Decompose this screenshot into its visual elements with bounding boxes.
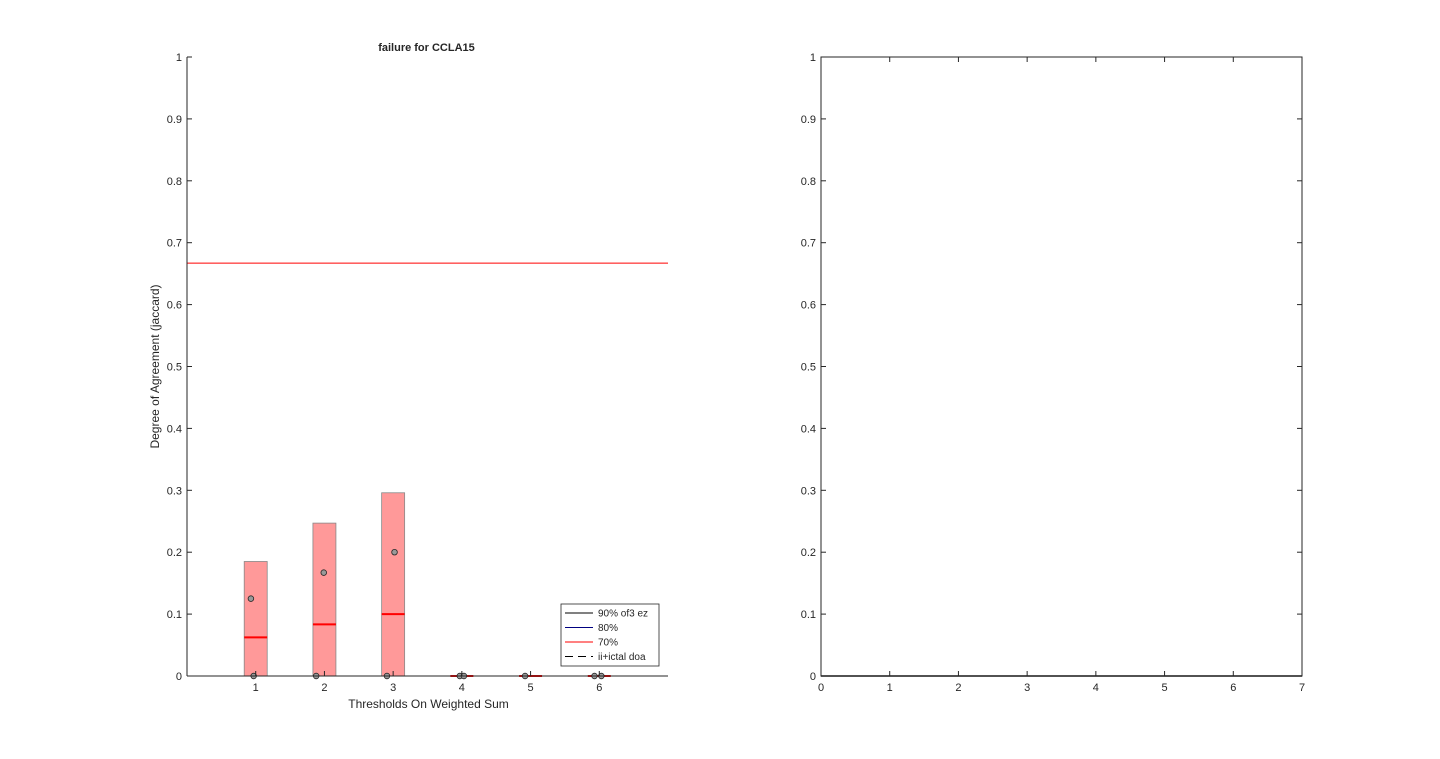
y-tick-label: 0.2 [167,547,182,559]
y-tick-label: 0.4 [801,423,816,435]
x-tick-label: 7 [1299,682,1305,694]
box [243,561,268,677]
x-axis-label: Thresholds On Weighted Sum [348,697,509,711]
x-tick-label: 2 [955,682,961,694]
y-tick-label: 0.5 [801,362,816,374]
legend-label: 90% of3 ez [598,609,648,620]
y-tick-label: 0 [176,671,182,683]
y-tick-label: 0.1 [167,609,182,621]
y-tick-label: 0.7 [801,238,816,250]
data-point [391,549,398,556]
x-tick-label: 6 [1230,682,1236,694]
x-tick-label: 3 [390,682,396,694]
y-axis-label: Degree of Agreement (jaccard) [148,284,162,448]
axes-box [820,56,1303,677]
y-tick-label: 0.5 [167,362,182,374]
x-tick-label: 0 [818,682,824,694]
x-tick-label: 6 [596,682,602,694]
y-tick-label: 0.6 [801,300,816,312]
y-tick-label: 0.9 [167,114,182,126]
y-tick-label: 0.2 [801,547,816,559]
x-tick-label: 3 [1024,682,1030,694]
left-chart: 0 0.1 0.2 0.3 0.4 0.5 0.6 0.7 0.8 0.9 1 1 2 3 4 5 6 failu… [148,42,668,711]
legend-label: ii+ictal doa [598,652,646,663]
x-tick-label: 5 [528,682,534,694]
legend-box [560,603,660,667]
legend-label: 80% [598,623,618,634]
y-tick-label: 0.6 [167,300,182,312]
x-tick-label: 2 [321,682,327,694]
x-tick-label: 4 [1093,682,1099,694]
y-tick-label: 0.3 [801,485,816,497]
y-tick-label: 0.8 [167,176,182,188]
legend-label: 70% [598,638,618,649]
data-point [247,595,255,602]
x-tick-label: 4 [459,682,465,694]
y-tick-label: 0 [810,671,816,683]
y-tick-label: 0.7 [167,238,182,250]
x-tick-label: 1 [887,682,893,694]
y-tick-label: 0.3 [167,485,182,497]
chart-title: failure for CCLA15 [378,42,475,54]
y-tick-label: 0.9 [801,114,816,126]
y-tick-label: 0.4 [167,423,182,435]
y-tick-label: 0.1 [801,609,816,621]
x-tick-label: 1 [253,682,259,694]
y-tick-label: 1 [176,52,182,64]
right-chart: 0 0.1 0.2 0.3 0.4 0.5 0.6 0.7 0.8 0.9 1 0 1 2 3 4 5 6 7 [801,52,1305,694]
y-tick-label: 1 [810,52,816,64]
data-point [320,569,327,576]
box [381,492,406,677]
x-tick-label: 5 [1162,682,1168,694]
y-tick-label: 0.8 [801,176,816,188]
legend: 90% of3 ez 80% 70% ii+ictal doa [560,603,660,667]
box [312,522,337,677]
